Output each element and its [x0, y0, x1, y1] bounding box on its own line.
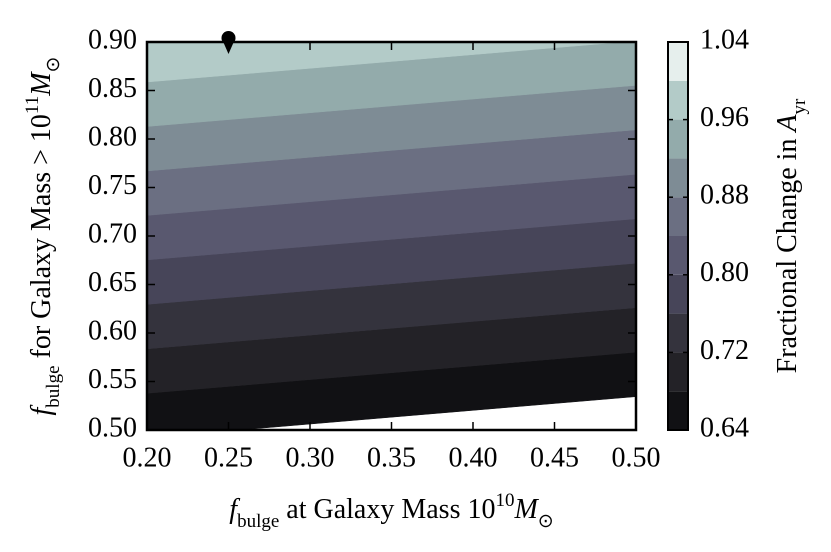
y-axis-label-part: ⊙	[43, 57, 64, 73]
y-tick-label: 0.90	[88, 24, 137, 55]
x-axis-label-part: ⊙	[538, 511, 554, 532]
y-tick-label: 0.85	[88, 73, 137, 104]
colorbar-tick-label: 0.64	[700, 412, 749, 443]
colorbar-band	[668, 80, 688, 120]
x-axis-label: fbulge at Galaxy Mass 1010M⊙	[229, 490, 553, 532]
y-tick-label: 0.75	[88, 170, 137, 201]
colorbar-band	[668, 197, 688, 236]
y-axis-label-part: bulge	[43, 365, 64, 407]
x-tick-label: 0.20	[123, 442, 172, 473]
colorbar-band	[668, 391, 688, 430]
x-tick-label: 0.25	[204, 442, 253, 473]
colorbar-band	[668, 119, 688, 159]
y-tick-label: 0.50	[88, 412, 137, 443]
colorbar-tick-label: 0.72	[700, 335, 749, 366]
y-tick-label: 0.60	[88, 315, 137, 346]
y-axis-label-part: f	[26, 404, 57, 415]
x-tick-label: 0.30	[286, 442, 335, 473]
colorbar-frame	[667, 41, 689, 431]
y-axis-label-part: M	[26, 71, 57, 97]
colorbar-band	[668, 274, 688, 314]
y-tick-label: 0.80	[88, 121, 137, 152]
y-axis-label-part: for Galaxy Mass > 10	[26, 114, 57, 365]
colorbar-tick-label: 0.96	[700, 102, 749, 133]
x-axis-label-part: f	[229, 494, 240, 525]
x-axis-label-part: at Galaxy Mass 10	[279, 494, 495, 525]
colorbar-band	[668, 158, 688, 198]
x-tick-label: 0.35	[367, 442, 416, 473]
x-tick-label: 0.40	[449, 442, 498, 473]
colorbar-band	[668, 352, 688, 392]
x-axis-label-part: bulge	[237, 511, 279, 532]
y-axis-label: fbulge for Galaxy Mass > 1011M⊙	[22, 57, 64, 416]
x-axis-label-part: 10	[495, 490, 514, 511]
colorbar-label: Fractional Change in Ayr	[772, 98, 809, 373]
x-tick-label: 0.50	[612, 442, 661, 473]
x-tick-label: 0.45	[530, 442, 579, 473]
marker	[221, 31, 236, 45]
colorbar-tick-label: 0.80	[700, 257, 749, 288]
y-tick-label: 0.55	[88, 364, 137, 395]
y-tick-label: 0.70	[88, 218, 137, 249]
colorbar-label-part: A	[772, 114, 803, 134]
colorbar-tick-label: 0.88	[700, 180, 749, 211]
x-axis-label-part: M	[513, 494, 539, 525]
colorbar-label-part: yr	[789, 98, 810, 115]
y-axis-label-part: 11	[22, 96, 43, 114]
y-tick-label: 0.65	[88, 267, 137, 298]
colorbar-band	[668, 236, 688, 275]
colorbar-label-part: Fractional Change in	[772, 132, 803, 374]
colorbar-band	[668, 42, 688, 81]
colorbar-tick-label: 1.04	[700, 24, 749, 55]
colorbar-band	[668, 313, 688, 353]
